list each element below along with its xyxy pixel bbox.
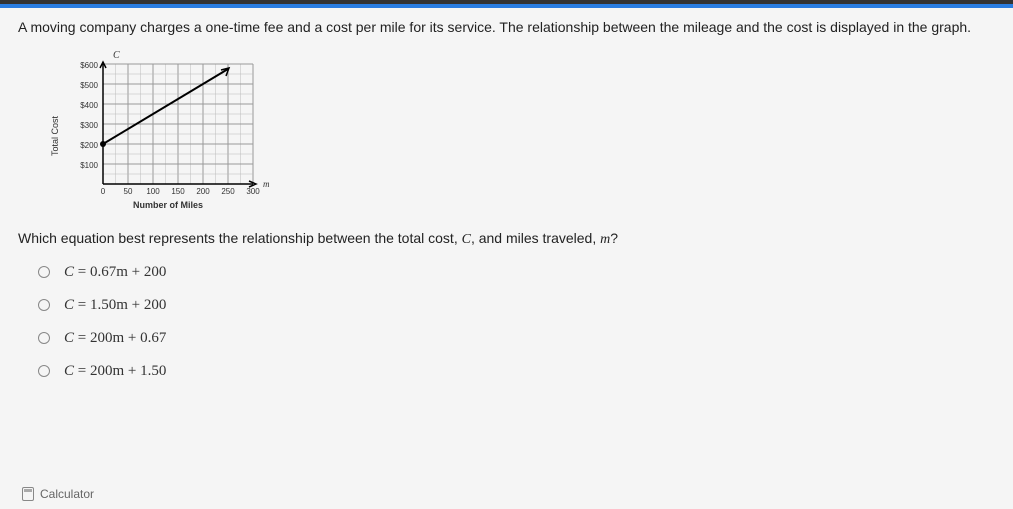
eq-lhs: C xyxy=(64,330,74,346)
eq-rhs: 200m + 0.67 xyxy=(90,330,166,346)
calculator-icon xyxy=(22,487,34,501)
x-axis-label: Number of Miles xyxy=(133,200,203,210)
calculator-label: Calculator xyxy=(40,487,94,501)
xtick-0: 0 xyxy=(101,187,106,196)
xtick-250: 250 xyxy=(221,187,235,196)
radio-icon[interactable] xyxy=(38,332,50,344)
y-axis-label: Total Cost xyxy=(50,115,60,156)
xtick-200: 200 xyxy=(196,187,210,196)
prompt-text: Which equation best represents the relat… xyxy=(18,230,995,248)
option-b[interactable]: C = 1.50m + 200 xyxy=(38,297,995,314)
option-a[interactable]: C = 0.67m + 200 xyxy=(38,264,995,281)
y-intercept-point xyxy=(100,141,106,147)
radio-icon[interactable] xyxy=(38,365,50,377)
eq-lhs: C xyxy=(64,297,74,313)
eq-lhs: C xyxy=(64,264,74,280)
eq-rhs: 1.50m + 200 xyxy=(90,297,166,313)
option-equation: C = 0.67m + 200 xyxy=(64,264,166,281)
prompt-prefix: Which equation best represents the relat… xyxy=(18,230,462,246)
eq-rhs: 0.67m + 200 xyxy=(90,264,166,280)
calculator-button[interactable]: Calculator xyxy=(22,487,94,501)
ytick-400: $400 xyxy=(80,101,98,110)
xtick-300: 300 xyxy=(246,187,260,196)
prompt-var-m: m xyxy=(600,232,610,247)
plot-area xyxy=(100,62,256,187)
y-axis-var: C xyxy=(113,50,120,61)
xtick-100: 100 xyxy=(146,187,160,196)
ytick-600: $600 xyxy=(80,61,98,70)
option-equation: C = 1.50m + 200 xyxy=(64,297,166,314)
question-panel: A moving company charges a one-time fee … xyxy=(0,8,1013,509)
option-equation: C = 200m + 1.50 xyxy=(64,363,166,380)
eq-rhs: 200m + 1.50 xyxy=(90,363,166,379)
x-axis-var: m xyxy=(263,179,270,189)
prompt-mid: , and miles traveled, xyxy=(471,230,600,246)
ytick-300: $300 xyxy=(80,121,98,130)
option-equation: C = 200m + 0.67 xyxy=(64,330,166,347)
prompt-var-c: C xyxy=(462,232,471,247)
eq-lhs: C xyxy=(64,363,74,379)
ytick-100: $100 xyxy=(80,161,98,170)
ytick-200: $200 xyxy=(80,141,98,150)
top-accent-bar xyxy=(0,0,1013,8)
prompt-suffix: ? xyxy=(610,230,618,246)
question-text: A moving company charges a one-time fee … xyxy=(18,18,995,38)
ytick-500: $500 xyxy=(80,81,98,90)
radio-icon[interactable] xyxy=(38,299,50,311)
cost-mileage-chart: Total Cost C xyxy=(48,46,995,216)
option-c[interactable]: C = 200m + 0.67 xyxy=(38,330,995,347)
option-d[interactable]: C = 200m + 1.50 xyxy=(38,363,995,380)
xtick-150: 150 xyxy=(171,187,185,196)
xtick-50: 50 xyxy=(124,187,133,196)
radio-icon[interactable] xyxy=(38,266,50,278)
chart-svg: Total Cost C xyxy=(48,46,278,216)
answer-options: C = 0.67m + 200 C = 1.50m + 200 C = 200m… xyxy=(38,264,995,380)
